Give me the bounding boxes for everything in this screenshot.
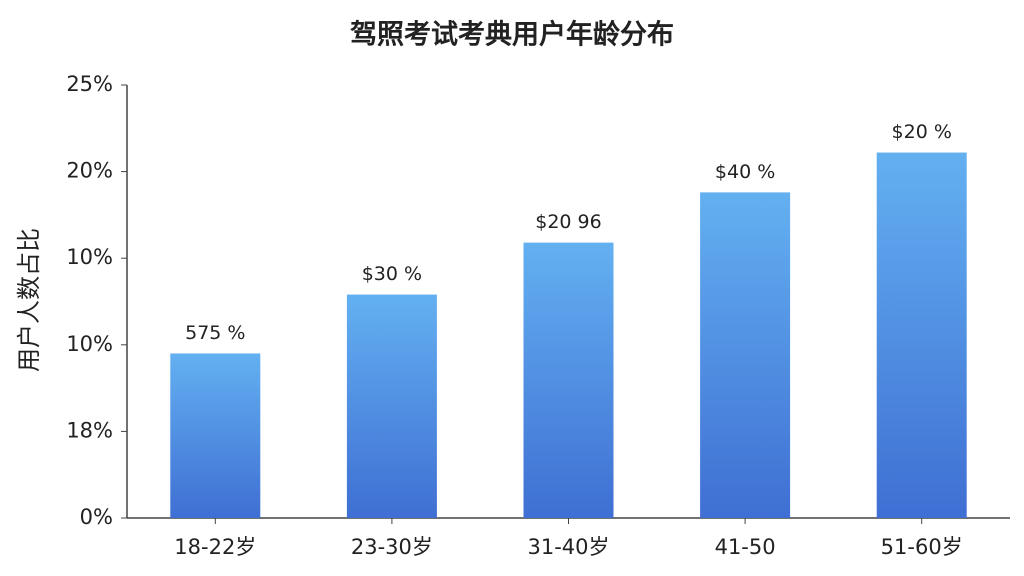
y-tick-label: 20% [66, 159, 113, 183]
bar-label: $20 96 [535, 211, 601, 233]
x-tick-label: 51-60岁 [881, 535, 963, 559]
y-tick-label: 0% [80, 505, 113, 529]
bar-label: $40 % [715, 161, 775, 183]
chart-title: 驾照考试考典用户年龄分布 [350, 19, 674, 51]
y-tick-label: 10% [66, 332, 113, 356]
bar [523, 242, 614, 518]
x-tick-label: 18-22岁 [174, 535, 256, 559]
x-tick-label: 31-40岁 [527, 535, 609, 559]
bar [170, 353, 261, 518]
bar [700, 192, 791, 518]
y-tick-label: 18% [66, 418, 113, 442]
y-tick-label: 25% [66, 72, 113, 96]
bar-label: $30 % [362, 263, 422, 285]
bar-label: $20 % [892, 121, 952, 143]
bar-label: 575 % [185, 322, 245, 344]
y-tick-label: 10% [66, 245, 113, 269]
x-tick-label: 41-50 [715, 535, 776, 559]
bar [346, 294, 437, 518]
x-tick-label: 23-30岁 [351, 535, 433, 559]
bar [876, 152, 967, 518]
y-axis-label: 用户人数占比 [15, 228, 43, 372]
